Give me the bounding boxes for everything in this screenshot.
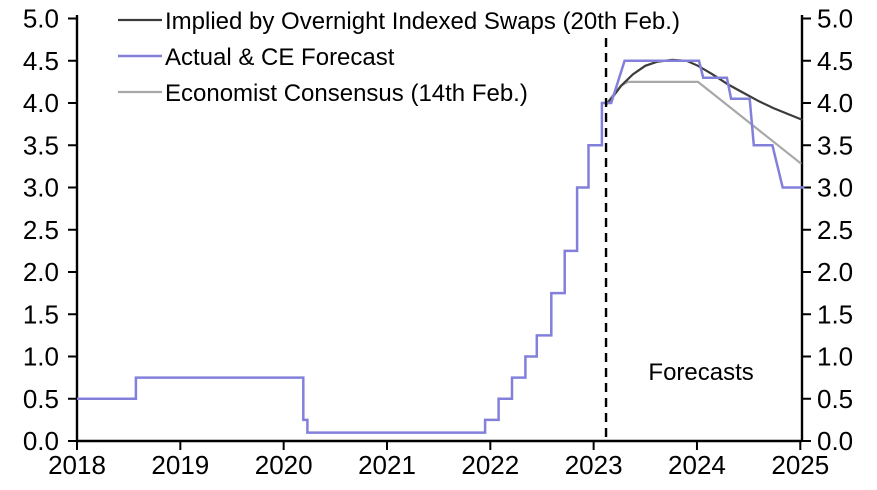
y-tick-label-left: 3.5 — [23, 130, 59, 160]
x-tick-label: 2022 — [461, 450, 519, 480]
axis-ticks: 0.0 0.0 0.5 0.5 1.0 1.0 1.5 1.5 2.0 2.0 2.5 2.5 3.0 3… — [23, 4, 853, 481]
forecasts-label: Forecasts — [648, 359, 753, 386]
x-tick-label: 2021 — [358, 450, 416, 480]
y-tick-label-right: 2.0 — [817, 257, 853, 287]
x-tick-label: 2018 — [48, 450, 106, 480]
y-tick-label-left: 1.0 — [23, 342, 59, 372]
y-tick-label-right: 5.0 — [817, 4, 853, 34]
series-lines — [77, 58, 805, 434]
y-tick-label-right: 1.0 — [817, 342, 853, 372]
legend-label-ois: Implied by Overnight Indexed Swaps (20th… — [165, 8, 680, 35]
y-tick-label-left: 0.0 — [23, 426, 59, 456]
series-line-consensus — [605, 80, 802, 165]
y-tick-label-right: 3.5 — [817, 130, 853, 160]
x-tick-label: 2024 — [668, 450, 726, 480]
y-tick-label-right: 2.5 — [817, 215, 853, 245]
y-tick-label-right: 4.0 — [817, 88, 853, 118]
plot-axes — [75, 15, 804, 443]
y-tick-label-right: 0.0 — [817, 426, 853, 456]
y-tick-label-left: 3.0 — [23, 173, 59, 203]
y-tick-label-right: 0.5 — [817, 384, 853, 414]
y-tick-label-left: 5.0 — [23, 4, 59, 34]
x-tick-label: 2023 — [565, 450, 623, 480]
y-tick-label-left: 2.5 — [23, 215, 59, 245]
legend-entry-consensus: Economist Consensus (14th Feb.) — [118, 80, 528, 107]
series-line-actual-ce — [77, 59, 805, 434]
x-tick-label: 2019 — [151, 450, 209, 480]
y-tick-label-right: 3.0 — [817, 173, 853, 203]
y-tick-label-right: 1.5 — [817, 299, 853, 329]
y-tick-label-left: 2.0 — [23, 257, 59, 287]
series-line-ois — [605, 58, 803, 121]
y-tick-label-left: 1.5 — [23, 299, 59, 329]
y-tick-label-left: 0.5 — [23, 384, 59, 414]
y-tick-label-left: 4.5 — [23, 46, 59, 76]
y-tick-label-right: 4.5 — [817, 46, 853, 76]
legend-label-consensus: Economist Consensus (14th Feb.) — [165, 80, 528, 107]
y-tick-label-left: 4.0 — [23, 88, 59, 118]
legend-entry-ois: Implied by Overnight Indexed Swaps (20th… — [118, 8, 680, 35]
legend-label-actual-ce: Actual & CE Forecast — [165, 44, 395, 71]
x-tick-label: 2020 — [255, 450, 313, 480]
x-tick-label: 2025 — [771, 450, 829, 480]
legend-entry-actual-ce: Actual & CE Forecast — [118, 44, 395, 71]
legend: Implied by Overnight Indexed Swaps (20th… — [118, 8, 680, 107]
